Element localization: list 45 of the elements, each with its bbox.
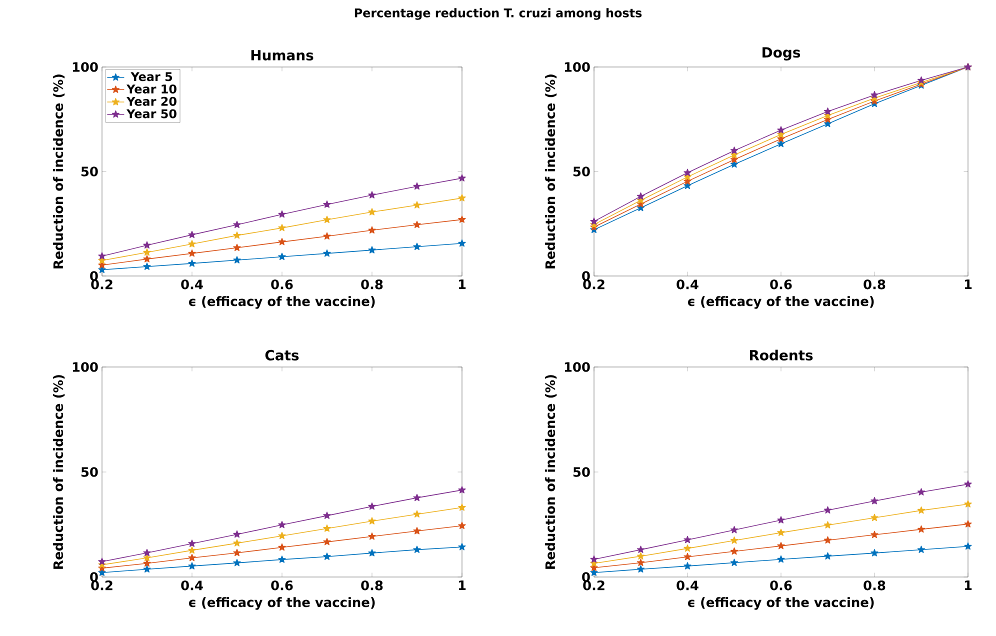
x-tick-label: 1	[458, 280, 466, 289]
x-tick-label: 0.4	[676, 580, 698, 590]
legend-label: Year 10	[126, 84, 176, 94]
x-axis-title: ϵ (efficacy of the vaccine)	[688, 296, 874, 309]
y-axis-title: Reduction of incidence (%)	[545, 375, 557, 569]
x-axis-title: ϵ (efficacy of the vaccine)	[189, 296, 375, 309]
chart-title: Humans	[251, 50, 314, 60]
x-tick-label: 0.4	[181, 280, 203, 290]
y-axis-title: Reduction of incidence (%)	[545, 74, 557, 268]
x-tick-label: 0.4	[676, 280, 698, 290]
x-tick-label: 0.2	[583, 580, 604, 590]
x-tick-label: 0.8	[864, 580, 886, 590]
y-tick-label: 50	[573, 467, 590, 477]
x-axis-title: ϵ (efficacy of the vaccine)	[688, 597, 874, 610]
x-tick-label: 0.8	[361, 580, 383, 590]
x-tick-label: 0.6	[770, 280, 792, 290]
chart-title: Cats	[265, 350, 299, 360]
x-tick-label: 1	[458, 580, 466, 590]
x-tick-label: 0.6	[271, 580, 293, 590]
y-tick-label: 50	[81, 166, 98, 176]
y-tick-label: 100	[72, 62, 98, 72]
y-tick-label: 50	[81, 467, 98, 477]
legend-label: Year 5	[130, 72, 172, 82]
y-tick-label: 100	[564, 62, 590, 72]
x-tick-label: 0.6	[271, 280, 293, 290]
x-tick-label: 0.6	[770, 580, 792, 590]
x-tick-label: 1	[964, 280, 972, 289]
x-axis-title: ϵ (efficacy of the vaccine)	[189, 597, 375, 610]
x-tick-label: 0.4	[181, 580, 203, 590]
text: Percentage reduction T. cruzi among hosts	[354, 8, 642, 20]
x-tick-label: 0.2	[583, 280, 604, 290]
x-tick-label: 0.8	[864, 280, 886, 290]
x-tick-label: 0.2	[91, 280, 112, 290]
y-axis-title: Reduction of incidence (%)	[53, 74, 65, 268]
chart-title: Rodents	[750, 350, 813, 360]
x-tick-label: 1	[964, 580, 972, 590]
y-tick-label: 50	[573, 166, 590, 176]
x-tick-label: 0.8	[361, 280, 383, 290]
x-tick-label: 0.2	[91, 580, 112, 590]
y-tick-label: 100	[72, 362, 98, 372]
y-tick-label: 100	[564, 362, 590, 372]
chart-title: Dogs	[762, 47, 800, 60]
legend-label: Year 50	[126, 109, 176, 118]
legend-label: Year 20	[126, 96, 176, 106]
y-axis-title: Reduction of incidence (%)	[53, 375, 65, 569]
